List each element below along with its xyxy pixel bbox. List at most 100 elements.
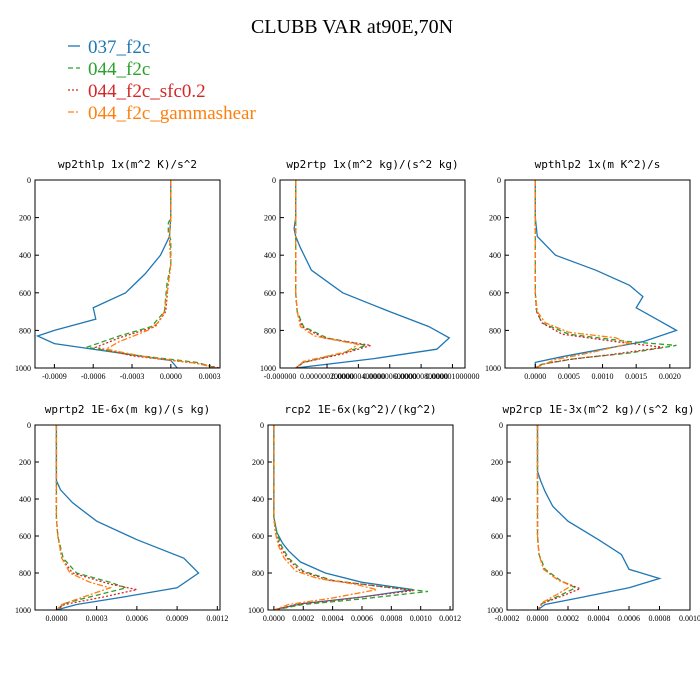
legend-item: 044_f2c_gammashear bbox=[68, 103, 256, 124]
plot-frame bbox=[506, 424, 691, 611]
chart-panel: wpthlp2 1x(m K^2)/s 0 200 400 600 800 1000 0.00… bbox=[485, 158, 691, 381]
x-tick-label: 0.0000 bbox=[263, 614, 285, 623]
x-tick-label: 0.0015 bbox=[625, 372, 647, 381]
x-tick-label: 0.0004 bbox=[588, 614, 610, 623]
y-tick-label: 0 bbox=[497, 176, 501, 185]
y-tick-label: 400 bbox=[19, 251, 31, 260]
legend-label: 037_f2c bbox=[88, 37, 150, 58]
chart-panel: wp2rcp 1E-3x(m^2 kg)/(s^2 kg) 0 200 400 600 8… bbox=[487, 403, 700, 623]
series-line bbox=[293, 180, 451, 369]
y-tick-label: 800 bbox=[252, 569, 264, 578]
y-tick-label: 600 bbox=[19, 532, 31, 541]
legend-label: 044_f2c bbox=[88, 59, 150, 80]
y-tick-label: 800 bbox=[264, 326, 276, 335]
legend-label: 044_f2c_sfc0.2 bbox=[88, 81, 206, 102]
x-tick-label: 0.0020 bbox=[659, 372, 681, 381]
figure-title: CLUBB VAR at90E,70N bbox=[251, 16, 453, 38]
y-tick-label: 200 bbox=[491, 458, 503, 467]
plot-frame bbox=[34, 179, 221, 369]
series-line bbox=[534, 180, 677, 369]
panel-title: wp2thlp 1x(m^2 K)/s^2 bbox=[58, 158, 197, 171]
series-line bbox=[534, 180, 664, 369]
y-tick-label: 800 bbox=[19, 326, 31, 335]
series-line bbox=[273, 425, 429, 611]
y-tick-label: 600 bbox=[19, 289, 31, 298]
y-tick-label: 400 bbox=[19, 495, 31, 504]
series-line bbox=[295, 180, 361, 369]
panel-title: rcp2 1E-6x(kg^2)/(kg^2) bbox=[284, 403, 436, 416]
x-tick-label: 0.0000 bbox=[524, 372, 546, 381]
x-tick-label: 0.0012 bbox=[206, 614, 228, 623]
legend: 037_f2c 044_f2c 044_f2c_sfc0.2 044_f2c_g… bbox=[68, 37, 256, 124]
y-tick-label: 1000 bbox=[15, 606, 31, 615]
chart-panel: wp2thlp 1x(m^2 K)/s^2 0 200 400 600 800 1000 -0… bbox=[15, 158, 221, 381]
x-tick-label: 0.000000600000 bbox=[363, 372, 417, 381]
plot-frame bbox=[504, 179, 691, 369]
x-tick-label: 0.0008 bbox=[380, 614, 402, 623]
y-tick-label: 600 bbox=[491, 532, 503, 541]
series-line bbox=[295, 180, 367, 369]
legend-item: 037_f2c bbox=[68, 37, 150, 58]
x-tick-label: 0.0005 bbox=[558, 372, 580, 381]
y-tick-label: 200 bbox=[252, 458, 264, 467]
x-tick-label: 0.0008 bbox=[649, 614, 671, 623]
x-tick-label: 0.0000 bbox=[527, 614, 549, 623]
y-tick-label: 400 bbox=[252, 495, 264, 504]
series-line bbox=[55, 425, 138, 611]
x-tick-label: 0.000000800000 bbox=[394, 372, 448, 381]
plot-frame bbox=[279, 179, 466, 369]
y-tick-label: 800 bbox=[489, 326, 501, 335]
legend-item: 044_f2c_sfc0.2 bbox=[68, 81, 206, 102]
y-tick-label: 800 bbox=[491, 569, 503, 578]
y-tick-label: 600 bbox=[489, 289, 501, 298]
x-tick-label: -0.0009 bbox=[42, 372, 67, 381]
x-tick-label: 0.0002 bbox=[557, 614, 579, 623]
series-line bbox=[534, 180, 679, 368]
x-tick-label: 0.0006 bbox=[351, 614, 373, 623]
x-tick-label: 0.0010 bbox=[592, 372, 614, 381]
y-tick-label: 400 bbox=[491, 495, 503, 504]
panel-title: wp2rcp 1E-3x(m^2 kg)/(s^2 kg) bbox=[502, 403, 694, 416]
y-tick-label: 0 bbox=[27, 176, 31, 185]
panel-title: wprtp2 1E-6x(m kg)/(s kg) bbox=[45, 403, 211, 416]
x-tick-label: 0.0010 bbox=[679, 614, 700, 623]
y-tick-label: 600 bbox=[264, 289, 276, 298]
x-tick-label: 0.000000200000 bbox=[300, 372, 354, 381]
y-tick-label: 1000 bbox=[260, 364, 276, 373]
series-line bbox=[536, 425, 582, 611]
y-tick-label: 200 bbox=[19, 214, 31, 223]
x-tick-label: -0.0006 bbox=[81, 372, 106, 381]
x-tick-label: 0.0000 bbox=[45, 614, 67, 623]
y-tick-label: 400 bbox=[264, 251, 276, 260]
x-tick-label: 0.0004 bbox=[322, 614, 344, 623]
series-line bbox=[536, 425, 578, 611]
x-tick-label: 0.0010 bbox=[410, 614, 432, 623]
x-tick-label: 0.0003 bbox=[199, 372, 221, 381]
plot-frame bbox=[34, 424, 221, 611]
y-tick-label: 200 bbox=[489, 214, 501, 223]
y-tick-label: 1000 bbox=[248, 606, 264, 615]
legend-item: 044_f2c bbox=[68, 59, 150, 80]
x-tick-label: 0.0000 bbox=[160, 372, 182, 381]
x-tick-label: 0.0006 bbox=[126, 614, 148, 623]
series-line bbox=[35, 180, 178, 369]
x-tick-label: 0.0009 bbox=[166, 614, 188, 623]
x-tick-label: -0.0003 bbox=[120, 372, 145, 381]
chart-panel: wprtp2 1E-6x(m kg)/(s kg) 0 200 400 600 800 10… bbox=[15, 403, 228, 623]
x-tick-label: 0.0002 bbox=[292, 614, 314, 623]
y-tick-label: 200 bbox=[264, 214, 276, 223]
y-tick-label: 0 bbox=[27, 421, 31, 430]
series-line bbox=[536, 425, 662, 611]
panel-title: wpthlp2 1x(m K^2)/s bbox=[535, 158, 661, 171]
series-line bbox=[86, 180, 217, 369]
x-tick-label: 0.0006 bbox=[618, 614, 640, 623]
y-tick-label: 800 bbox=[19, 569, 31, 578]
series-line bbox=[536, 425, 573, 611]
y-tick-label: 1000 bbox=[485, 364, 501, 373]
y-tick-label: 600 bbox=[252, 532, 264, 541]
y-tick-label: 200 bbox=[19, 458, 31, 467]
series-line bbox=[93, 180, 221, 369]
series-line bbox=[55, 425, 200, 611]
panel-title: wp2rtp 1x(m^2 kg)/(s^2 kg) bbox=[286, 158, 458, 171]
